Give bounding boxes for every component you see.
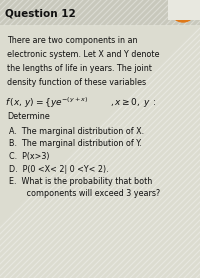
Text: B.  The marginal distribution of Y.: B. The marginal distribution of Y. bbox=[9, 140, 142, 148]
Text: $f\,(x,\,y) = \{ye^{-(y+x)}$: $f\,(x,\,y) = \{ye^{-(y+x)}$ bbox=[5, 96, 88, 110]
Text: electronic system. Let X and Y denote: electronic system. Let X and Y denote bbox=[7, 50, 160, 59]
Text: A.  The marginal distribution of X.: A. The marginal distribution of X. bbox=[9, 127, 144, 136]
Ellipse shape bbox=[169, 0, 197, 22]
Text: Question 12: Question 12 bbox=[5, 8, 76, 18]
Text: $,x \geq 0,\; y\,:$: $,x \geq 0,\; y\,:$ bbox=[110, 96, 156, 109]
Text: E.  What is the probability that both: E. What is the probability that both bbox=[9, 177, 152, 186]
Text: density function of these variables: density function of these variables bbox=[7, 78, 146, 87]
Text: C.  P(x>3): C. P(x>3) bbox=[9, 152, 50, 161]
Text: D.  P(0 <X< 2| 0 <Y< 2).: D. P(0 <X< 2| 0 <Y< 2). bbox=[9, 165, 109, 173]
Text: There are two components in an: There are two components in an bbox=[7, 36, 138, 45]
Text: the lengths of life in years. The joint: the lengths of life in years. The joint bbox=[7, 64, 152, 73]
FancyBboxPatch shape bbox=[168, 0, 200, 20]
Text: Determine: Determine bbox=[7, 112, 50, 121]
Text: components will exceed 3 years?: components will exceed 3 years? bbox=[9, 190, 160, 198]
FancyBboxPatch shape bbox=[0, 0, 200, 25]
